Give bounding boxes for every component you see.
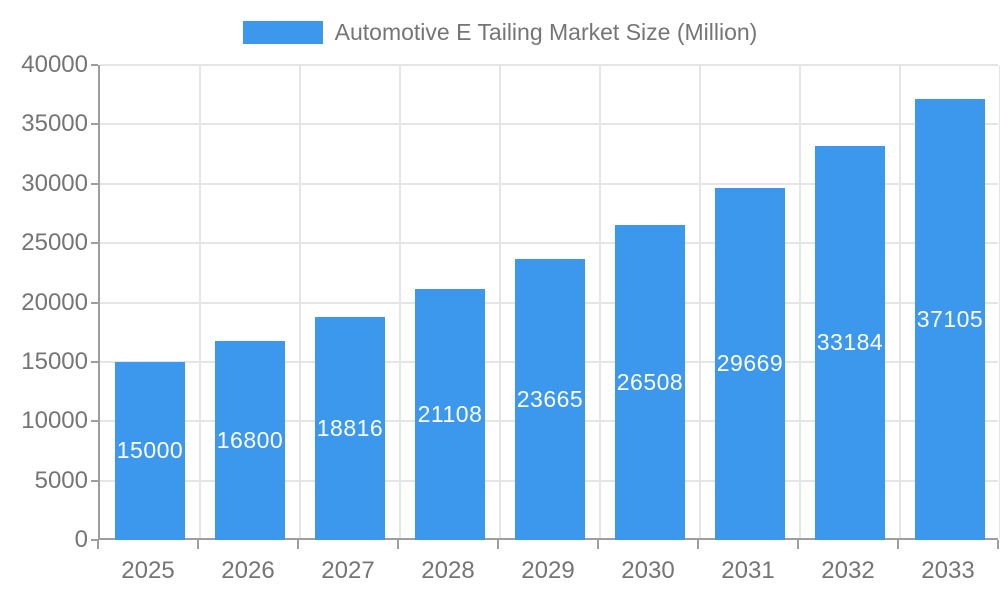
gridline-x [799, 65, 801, 538]
gridline-y [100, 64, 998, 66]
x-tick-label: 2029 [521, 557, 575, 584]
x-tick-label: 2030 [621, 557, 675, 584]
bar-value-label: 33184 [816, 329, 884, 356]
bar: 16800 [215, 340, 285, 540]
x-tick-label: 2033 [921, 557, 975, 584]
bar-value-label: 23665 [516, 385, 584, 412]
bar-value-label: 37105 [916, 306, 984, 333]
bar-value-label: 18816 [316, 414, 384, 441]
gridline-y [100, 182, 998, 185]
x-tick-mark [997, 540, 999, 549]
x-tick-label: 2031 [721, 557, 775, 584]
bar-value-label: 29669 [716, 350, 784, 377]
bar-value-label: 21108 [417, 401, 483, 428]
x-tick-mark [597, 540, 599, 549]
x-tick-mark [897, 540, 899, 549]
y-tick-label: 25000 [21, 229, 88, 257]
x-tick-mark [397, 540, 399, 549]
x-tick-label: 2026 [221, 557, 275, 584]
gridline-x [399, 65, 401, 538]
y-tick-mark [91, 182, 98, 185]
y-tick-label: 20000 [21, 288, 88, 316]
gridline-y [100, 123, 998, 126]
y-tick-mark [91, 64, 98, 66]
y-tick-mark [91, 301, 98, 304]
y-tick-label: 35000 [21, 110, 88, 138]
x-tick-mark [97, 540, 99, 549]
bar: 21108 [415, 289, 485, 540]
y-tick-label: 40000 [21, 51, 88, 78]
bar-value-label: 26508 [616, 369, 684, 396]
x-tick-mark [697, 540, 699, 549]
y-tick-label: 15000 [21, 347, 88, 375]
y-tick-mark [91, 242, 98, 245]
bar-value-label: 15000 [116, 437, 184, 464]
y-tick-label: 10000 [21, 407, 88, 435]
x-tick-mark [497, 540, 499, 549]
y-tick-mark [91, 420, 98, 423]
legend-label: Automotive E Tailing Market Size (Millio… [334, 19, 758, 45]
x-tick-label: 2025 [121, 557, 175, 584]
y-tick-mark [91, 360, 98, 363]
legend: Automotive E Tailing Market Size (Millio… [0, 21, 1000, 44]
bar: 37105 [915, 99, 985, 540]
x-tick-mark [297, 540, 299, 549]
gridline-x [299, 65, 301, 538]
gridline-x [899, 65, 901, 538]
gridline-x [699, 65, 701, 538]
x-tick-label: 2028 [421, 557, 475, 584]
bar: 33184 [815, 145, 885, 540]
bar: 15000 [115, 361, 185, 540]
legend-swatch [242, 21, 323, 44]
y-tick-mark [91, 539, 98, 541]
bar-value-label: 16800 [216, 426, 284, 453]
y-tick-mark [91, 479, 98, 482]
y-tick-mark [91, 123, 98, 126]
plot-area: 15000 16800 18816 21108 23665 26508 29669 33184… [98, 64, 1000, 540]
bar: 26508 [615, 225, 685, 540]
y-tick-label: 5000 [34, 466, 88, 494]
gridline-x [499, 65, 501, 538]
gridline-y [100, 242, 998, 245]
y-tick-label: 30000 [21, 169, 88, 197]
bar: 18816 [315, 316, 385, 540]
gridline-x [599, 65, 601, 538]
gridline-x [199, 65, 201, 538]
bar: 23665 [515, 258, 585, 540]
y-tick-label: 0 [74, 526, 88, 553]
x-tick-mark [197, 540, 199, 549]
bar: 29669 [715, 187, 785, 540]
x-tick-mark [797, 540, 799, 549]
x-tick-label: 2032 [821, 557, 875, 584]
x-tick-label: 2027 [321, 557, 375, 584]
